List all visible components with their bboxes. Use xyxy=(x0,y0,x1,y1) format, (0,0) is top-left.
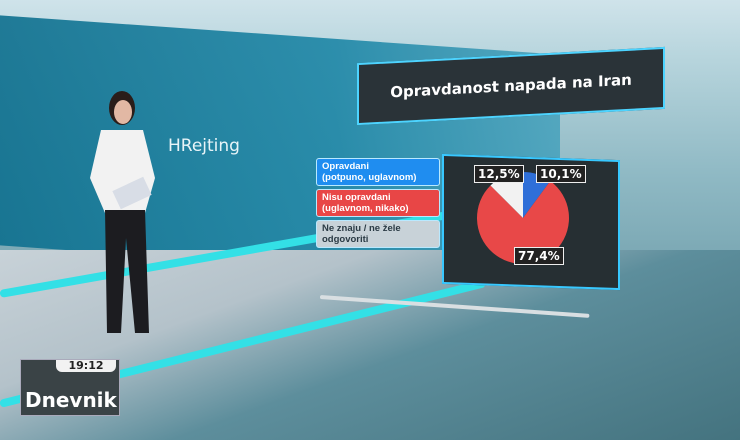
presenter xyxy=(90,91,155,333)
legend-item: Opravdani (potpuno, uglavnom) xyxy=(316,158,440,186)
pie-slice xyxy=(477,180,570,264)
brand-name: Dnevnik xyxy=(25,388,117,412)
channel-logo: 19:12 Dnevnik xyxy=(20,359,120,416)
legend-item: Ne znaju / ne žele odgovoriti xyxy=(316,220,440,248)
chart-legend: Opravdani (potpuno, uglavnom) Nisu opravd… xyxy=(316,158,440,248)
wall-logo: HRejting xyxy=(168,136,240,156)
data-label: 77,4% xyxy=(514,247,564,265)
legend-item: Nisu opravdani (uglavnom, nikako) xyxy=(316,189,440,217)
data-label: 10,1% xyxy=(536,165,586,183)
clock: 19:12 xyxy=(56,360,116,372)
pie-slice xyxy=(490,172,523,218)
pie-slice xyxy=(523,172,551,218)
data-label: 12,5% xyxy=(474,165,524,183)
